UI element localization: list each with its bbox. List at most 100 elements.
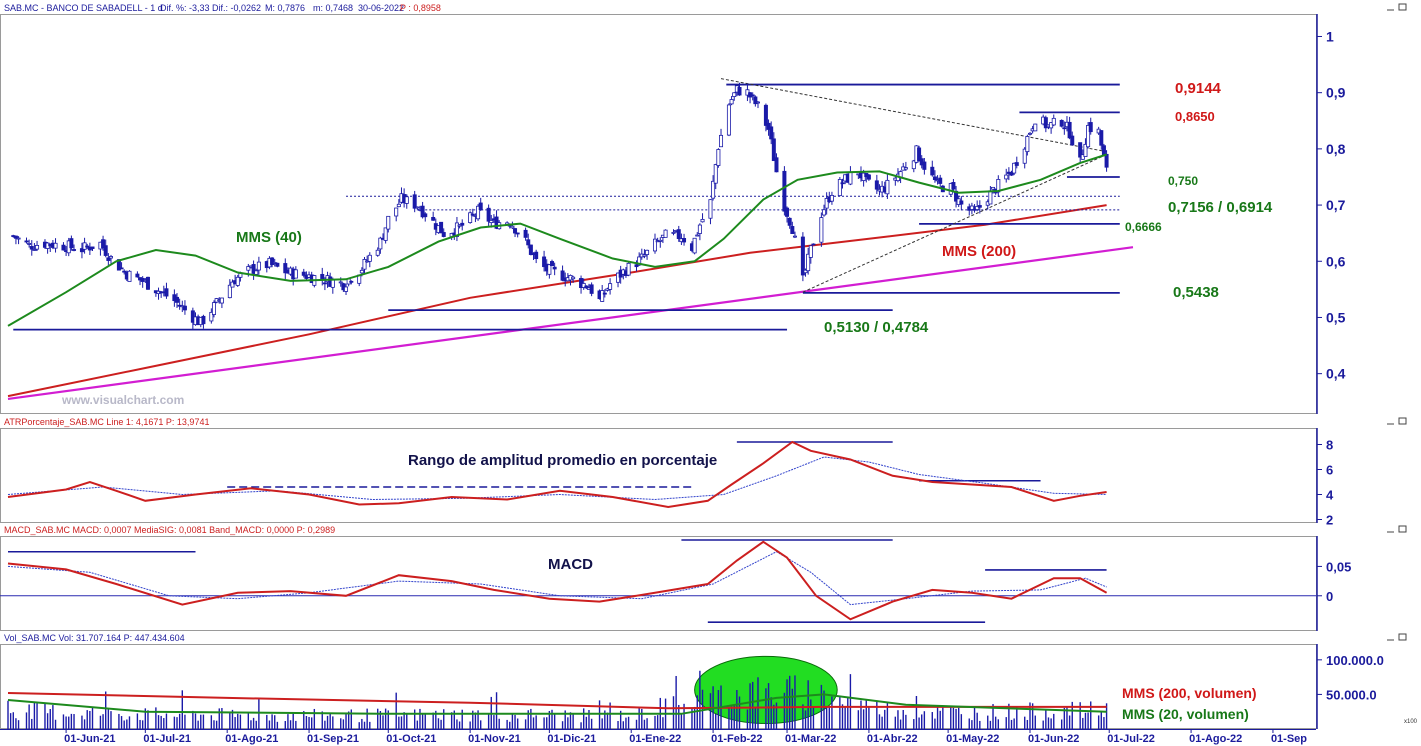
atr-y-tick-label: 4 [1326, 488, 1334, 503]
macd-y-tick-label: 0,05 [1326, 559, 1351, 574]
candle-body [431, 217, 436, 221]
candle-body [840, 182, 845, 185]
candle-body [547, 264, 552, 275]
header-p: P : 0,8958 [400, 3, 441, 13]
candle-body [658, 239, 663, 242]
candle-body [803, 269, 808, 274]
candle-body [230, 281, 235, 288]
candle-body [135, 273, 140, 278]
candle-body [415, 206, 420, 209]
candle-body [732, 92, 737, 97]
atr-y-tick-label: 8 [1326, 438, 1333, 453]
price-y-tick-label: 0,7 [1326, 197, 1346, 213]
candle-body [726, 104, 731, 136]
price-panel: 0,4 0,5 0,6 0,7 0,8 0,9 1 [7, 28, 1346, 401]
label-mms200: MMS (200) [942, 243, 1016, 260]
candle-body [219, 297, 224, 304]
candle-body [122, 270, 127, 273]
candle-body [344, 286, 349, 292]
x-tick-label: 01-Ago-22 [1189, 733, 1242, 745]
candle-body [420, 205, 425, 218]
candle-body [367, 254, 372, 262]
maximize-icon-atr[interactable] [1398, 417, 1407, 425]
candle-body [682, 238, 687, 243]
label-vol200: MMS (200, volumen) [1122, 685, 1257, 701]
x-tick-label: 01-Oct-21 [386, 733, 436, 745]
candle-body [634, 264, 639, 268]
candle-body [1043, 117, 1048, 129]
candle-body [975, 206, 980, 210]
candle-body [72, 249, 77, 251]
candle-body [792, 235, 797, 238]
header-max: M: 0,7876 [265, 3, 305, 13]
macd-signal-line [7, 551, 1107, 606]
candle-body [470, 213, 475, 216]
panel-controls[interactable] [1387, 3, 1407, 641]
candle-body [423, 213, 428, 218]
maximize-icon-price[interactable] [1398, 3, 1407, 11]
candle-body [103, 245, 108, 256]
candle-body [13, 235, 18, 239]
candle-body [489, 220, 494, 223]
candle-body [1004, 174, 1009, 180]
candle-body [917, 147, 922, 162]
candle-body [874, 180, 879, 190]
candle-body [695, 234, 700, 237]
candle-body [671, 231, 676, 234]
candle-body [301, 271, 306, 276]
candle-body [256, 261, 261, 271]
candle-body [119, 267, 124, 270]
candle-body [737, 87, 742, 96]
candle-body [663, 229, 668, 238]
candle-body [645, 249, 650, 255]
candle-body [676, 229, 681, 239]
candle-body [711, 180, 716, 199]
macd-header: MACD_SAB.MC MACD: 0,0007 MediaSIG: 0,008… [4, 525, 335, 535]
candle-body [716, 149, 721, 166]
candle-body [378, 237, 383, 250]
candle-body [359, 269, 364, 274]
candle-body [515, 232, 520, 235]
candle-body [584, 285, 589, 289]
candle-body [246, 266, 251, 271]
candle-body [523, 229, 528, 238]
candle-body [811, 243, 816, 246]
candle-body [866, 174, 871, 180]
candle-body [932, 176, 937, 181]
candle-body [848, 172, 853, 185]
label-macd: MACD [548, 556, 593, 573]
maximize-icon-volume[interactable] [1398, 633, 1407, 641]
candle-body [85, 245, 90, 248]
x-tick-label: 01-Mar-22 [785, 733, 836, 745]
candle-body [1088, 122, 1093, 133]
candle-body [513, 228, 518, 234]
candle-body [1027, 132, 1032, 135]
price-header: SAB.MC - BANCO DE SABADELL - 1 d Dif. %:… [4, 3, 441, 13]
label-0-9144: 0,9144 [1175, 80, 1222, 97]
x-tick-label: 01-Nov-21 [468, 733, 521, 745]
candle-body [552, 266, 557, 270]
candle-body [32, 249, 37, 251]
atr-line [7, 440, 1107, 509]
candle-body [785, 207, 790, 217]
header-symbol: SAB.MC - BANCO DE SABADELL - 1 d [4, 3, 163, 13]
x-tick-label: 01-Sep-21 [307, 733, 359, 745]
atr-y-tick-label: 6 [1326, 463, 1333, 478]
candle-body [602, 292, 607, 295]
price-annotations: 0,9144 0,8650 0,750 0,7156 / 0,6914 0,66… [236, 80, 1273, 336]
candle-body [468, 212, 473, 223]
label-vol20: MMS (20, volumen) [1122, 706, 1249, 722]
vol-mms20-line [7, 693, 1107, 715]
candle-body [808, 245, 813, 258]
candle-body [608, 283, 613, 290]
candle-body [692, 237, 697, 254]
maximize-icon-macd[interactable] [1398, 525, 1407, 533]
atr-header: ATRPorcentaje_SAB.MC Line 1: 4,1671 P: 1… [4, 417, 209, 427]
candle-body [227, 284, 232, 299]
mms40-line [7, 153, 1107, 327]
price-y-tick-label: 1 [1326, 28, 1334, 44]
candle-body [922, 161, 927, 170]
macd-panel: 00,05 [0, 539, 1351, 623]
x-tick-label: 01-Jun-21 [64, 733, 115, 745]
